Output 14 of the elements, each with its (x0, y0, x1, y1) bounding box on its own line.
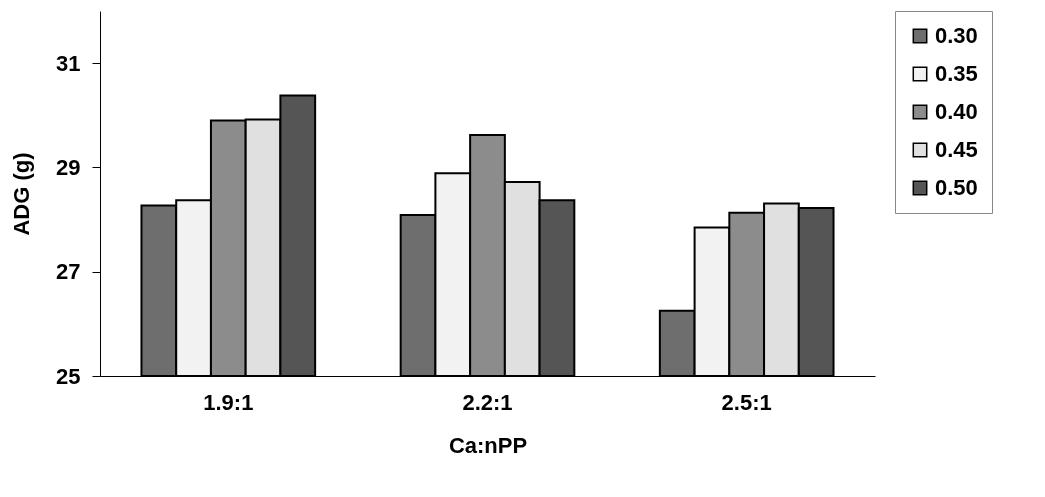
legend-label: 0.50 (935, 175, 978, 200)
legend-label: 0.45 (935, 137, 978, 162)
y-axis-title: ADG (g) (9, 152, 35, 236)
legend-label: 0.30 (935, 23, 978, 48)
x-axis-title: Ca:nPP (448, 432, 528, 458)
legend-label: 0.35 (935, 61, 978, 86)
x-tick-label: 2.2:1 (462, 389, 513, 415)
y-tick-label: 27 (56, 259, 81, 285)
x-tick-label: 1.9:1 (203, 389, 254, 415)
y-tick-label: 31 (56, 50, 81, 76)
y-tick-label: 25 (56, 363, 81, 389)
legend-label: 0.40 (935, 99, 978, 124)
y-tick-label: 29 (56, 154, 81, 180)
x-tick-label: 2.5:1 (721, 389, 772, 415)
